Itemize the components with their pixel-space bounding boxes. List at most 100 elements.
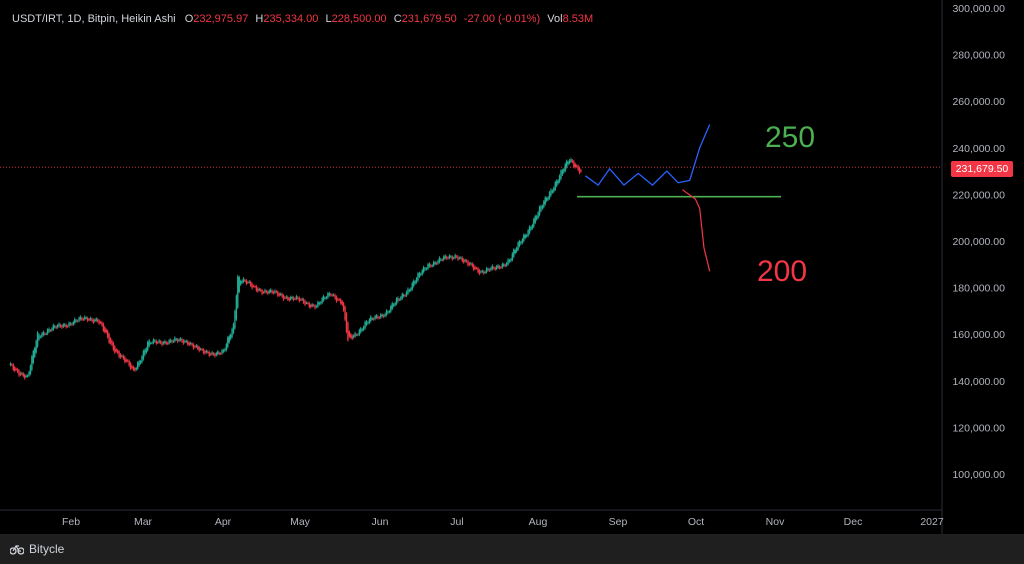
candle-body [204,351,206,354]
candle-body [82,318,85,320]
candle-body [114,346,116,353]
candle-body [527,230,529,236]
candle-body [65,324,67,328]
candle-body [257,288,259,292]
candle-body [141,356,143,363]
candle-body [139,361,142,364]
candle-body [478,270,481,274]
candle-body [75,320,77,322]
candle-body [25,375,27,377]
candle-body [534,216,536,223]
candle-body [368,319,371,323]
candle-body [328,293,331,296]
candle-body [421,270,423,275]
candle-body [238,277,240,292]
candle-body [112,342,115,350]
candle-body [390,306,392,312]
candle-body [62,324,65,327]
candle-body [518,241,521,247]
candle-body [344,306,346,320]
candle-body [543,201,545,208]
y-tick-label: 140,000.00 [952,376,1005,388]
candle-body [405,291,408,296]
candle-body [212,353,215,355]
candle-body [557,180,559,184]
candle-body [494,267,496,270]
candle-body [402,294,405,297]
candle-body [371,318,373,320]
candle-body [222,350,225,352]
candle-body [208,351,210,356]
candle-body [380,314,382,318]
candle-body [291,297,293,299]
candle-body [334,294,336,299]
candle-body [124,357,126,363]
candle-body [580,170,582,172]
candle-body [168,340,170,344]
footer-bar: Bitycle [0,534,1024,564]
candle-body [194,346,196,348]
candle-body [209,353,212,355]
y-tick-label: 160,000.00 [952,329,1005,341]
candle-body [129,363,132,369]
candle-body [21,373,23,375]
candle-body [76,320,79,322]
x-tick-label: Nov [766,516,785,528]
candle-body [159,341,162,343]
brand-name[interactable]: Bitycle [29,542,65,556]
candle-body [325,297,328,299]
x-tick-label: Jun [372,516,389,528]
candle-body [134,368,136,371]
candle-body [152,339,155,343]
candle-body [483,271,485,274]
candle-body [317,302,319,307]
candle-body [401,293,403,299]
candle-body [455,256,458,258]
candle-body [235,295,238,320]
legend-close-label: C [393,13,402,25]
candle-body [151,342,153,344]
candle-body [54,326,56,328]
candle-body [412,280,415,287]
candle-body [374,316,376,320]
candle-body [36,332,39,347]
candle-body [39,336,42,338]
candle-body [128,360,130,366]
candle-body [487,268,489,271]
candle-body [228,335,230,343]
candle-body [174,337,176,342]
candle-body [463,259,465,263]
y-tick-label: 240,000.00 [952,143,1005,155]
candle-body [576,165,578,167]
candle-body [425,268,428,270]
candle-body [573,161,575,167]
candle-body [384,314,386,317]
candle-body [302,299,305,303]
candle-body [281,294,283,297]
candle-body [224,349,226,351]
candle-body [182,340,185,344]
candle-body [504,264,506,267]
candle-body [51,328,53,331]
candle-body [105,329,107,333]
bicycle-icon [10,544,24,555]
legend-high-label: H [255,13,264,25]
candle-body [98,320,100,324]
candlestick-chart[interactable]: 100,000.00 120,000.00 140,000.00 160,000.00… [0,0,1024,534]
candle-body [471,263,474,267]
candle-body [547,197,549,200]
candle-body [571,160,574,162]
candle-body [255,286,258,291]
candle-body [242,278,245,282]
candle-body [218,352,220,354]
candle-body [264,289,266,293]
chart-panel[interactable]: 100,000.00 120,000.00 140,000.00 160,000.00… [0,0,1024,534]
candle-body [342,303,345,311]
candle-body [116,350,119,353]
candle-body [387,311,389,313]
legend-volume-value: 8.53M [562,13,594,25]
candle-body [91,318,93,321]
x-tick-label: Apr [215,516,232,528]
candle-body [428,263,431,267]
